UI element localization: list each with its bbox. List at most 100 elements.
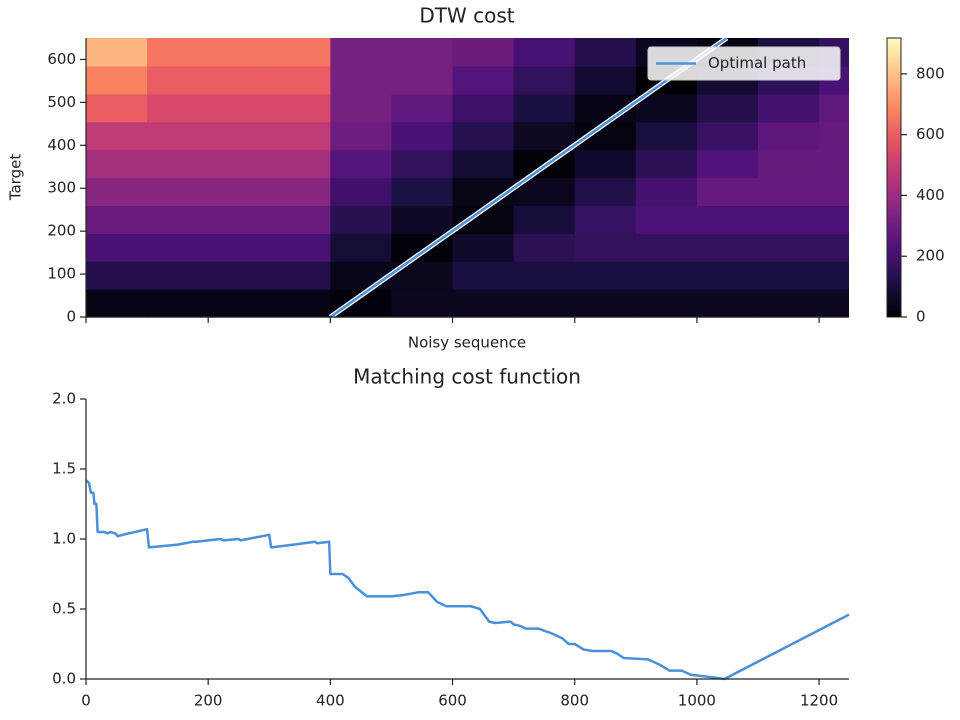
heatmap-cell: [757, 205, 820, 234]
colorbar-tick-label: 600: [916, 125, 945, 143]
heatmap-cell: [452, 121, 515, 151]
heatmap-cell: [696, 261, 759, 290]
heatmap-cell: [330, 233, 393, 262]
heatmap-cell: [147, 205, 209, 234]
heatmap-cell: [452, 38, 515, 67]
heatmap-cell: [574, 233, 637, 262]
heatmap-cell: [757, 289, 820, 318]
heatmap-cell: [86, 93, 148, 123]
legend-box: [647, 46, 841, 81]
heatmap-cell: [574, 38, 637, 67]
heatmap-cell: [391, 121, 454, 151]
heatmap-cell: [269, 149, 331, 179]
heatmap-cell: [269, 233, 331, 262]
heatmap-cell: [819, 177, 850, 206]
heatmap-cell: [635, 121, 698, 151]
heatmap-cell: [269, 205, 331, 234]
heatmap-cell: [208, 121, 270, 151]
y-tick-label: 500: [47, 93, 76, 111]
heatmap-cell: [513, 233, 576, 262]
heatmap-cell: [391, 38, 454, 67]
y-tick-label: 2.0: [52, 390, 76, 408]
heatmap-cell: [819, 205, 850, 234]
heatmap-cell: [86, 177, 148, 206]
y-tick-label: 300: [47, 179, 76, 197]
heatmap-cell: [330, 205, 393, 234]
heatmap-cell: [86, 38, 148, 67]
heatmap-cell: [208, 38, 270, 67]
heatmap-cell: [574, 289, 637, 318]
colorbar: [886, 37, 902, 318]
heatmap-cell: [86, 205, 148, 234]
heatmap-cell: [452, 65, 515, 95]
heatmap-cell: [819, 149, 850, 179]
y-tick-label: 400: [47, 136, 76, 154]
colorbar-tick-label: 0: [916, 308, 926, 326]
y-tick-label: 1.5: [52, 460, 76, 478]
heatmap-cell: [696, 121, 759, 151]
heatmap-cell: [147, 149, 209, 179]
heatmap-cell: [147, 38, 209, 67]
heatmap-cell: [269, 177, 331, 206]
heatmap-cell: [208, 289, 270, 318]
heatmap-cell: [391, 149, 454, 179]
heatmap-cell: [147, 177, 209, 206]
heatmap-cell: [269, 38, 331, 67]
heatmap-cell: [574, 205, 637, 234]
heatmap-cell: [208, 65, 270, 95]
heatmap-cell: [208, 233, 270, 262]
chart-title: Matching cost function: [353, 365, 581, 389]
x-tick-label: 1200: [800, 692, 838, 710]
heatmap-cell: [574, 65, 637, 95]
heatmap-cell: [696, 177, 759, 206]
heatmap-cell: [452, 289, 515, 318]
x-tick-label: 600: [438, 692, 467, 710]
heatmap-cell: [757, 93, 820, 123]
plot-clip-edge: [849, 37, 851, 318]
colorbar-tick-label: 200: [916, 247, 945, 265]
colorbar-tick-label: 800: [916, 64, 945, 82]
heatmap-cell: [269, 289, 331, 318]
heatmap-cell: [208, 93, 270, 123]
heatmap-cell: [696, 233, 759, 262]
heatmap-cell: [757, 261, 820, 290]
heatmap-cell: [635, 93, 698, 123]
heatmap-cell: [86, 261, 148, 290]
heatmap-cell: [696, 289, 759, 318]
heatmap-cell: [147, 289, 209, 318]
heatmap-cell: [208, 177, 270, 206]
y-tick-label: 0: [66, 308, 76, 326]
chart-title: DTW cost: [419, 4, 514, 28]
heatmap-cell: [391, 177, 454, 206]
heatmap-cell: [86, 121, 148, 151]
heatmap-cell: [452, 261, 515, 290]
heatmap-cell: [513, 93, 576, 123]
heatmap-cell: [635, 261, 698, 290]
x-tick-label: 400: [316, 692, 345, 710]
heatmap-cell: [330, 261, 393, 290]
heatmap-cell: [574, 261, 637, 290]
heatmap-cell: [757, 149, 820, 179]
y-tick-label: 0.5: [52, 600, 76, 618]
heatmap-cell: [452, 93, 515, 123]
heatmap-cell: [391, 93, 454, 123]
heatmap-cell: [757, 121, 820, 151]
y-tick-label: 0.0: [52, 670, 76, 688]
heatmap-cell: [269, 261, 331, 290]
heatmap-cell: [86, 65, 148, 95]
heatmap-cell: [757, 233, 820, 262]
heatmap-cell: [147, 93, 209, 123]
heatmap-cell: [208, 205, 270, 234]
heatmap-cell: [819, 261, 850, 290]
heatmap-cell: [330, 149, 393, 179]
heatmap-cell: [330, 65, 393, 95]
heatmap-cell: [819, 289, 850, 318]
heatmap-cell: [86, 233, 148, 262]
heatmap-cell: [86, 289, 148, 318]
x-tick-label: 1000: [678, 692, 716, 710]
heatmap-cell: [696, 205, 759, 234]
heatmap-cell: [147, 261, 209, 290]
y-tick-label: 100: [47, 265, 76, 283]
